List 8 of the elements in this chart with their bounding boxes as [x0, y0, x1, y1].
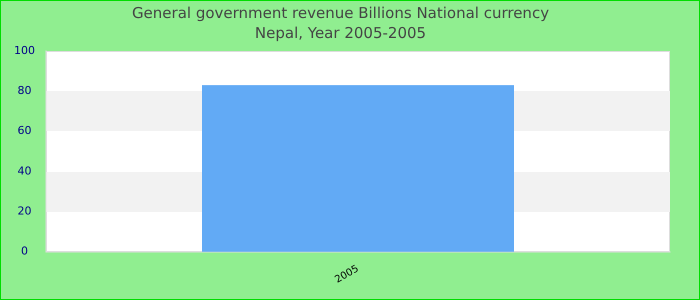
y-tick-label: 0: [21, 244, 28, 258]
y-tick-label: 80: [18, 84, 32, 98]
y-tick-label: 20: [18, 204, 32, 218]
chart-title: General government revenue Billions National currency: [132, 4, 550, 22]
chart-subtitle: Nepal, Year 2005-2005: [254, 24, 426, 42]
y-tick-label: 60: [18, 124, 32, 138]
y-tick-label: 40: [18, 164, 32, 178]
y-tick-label: 100: [14, 44, 35, 57]
